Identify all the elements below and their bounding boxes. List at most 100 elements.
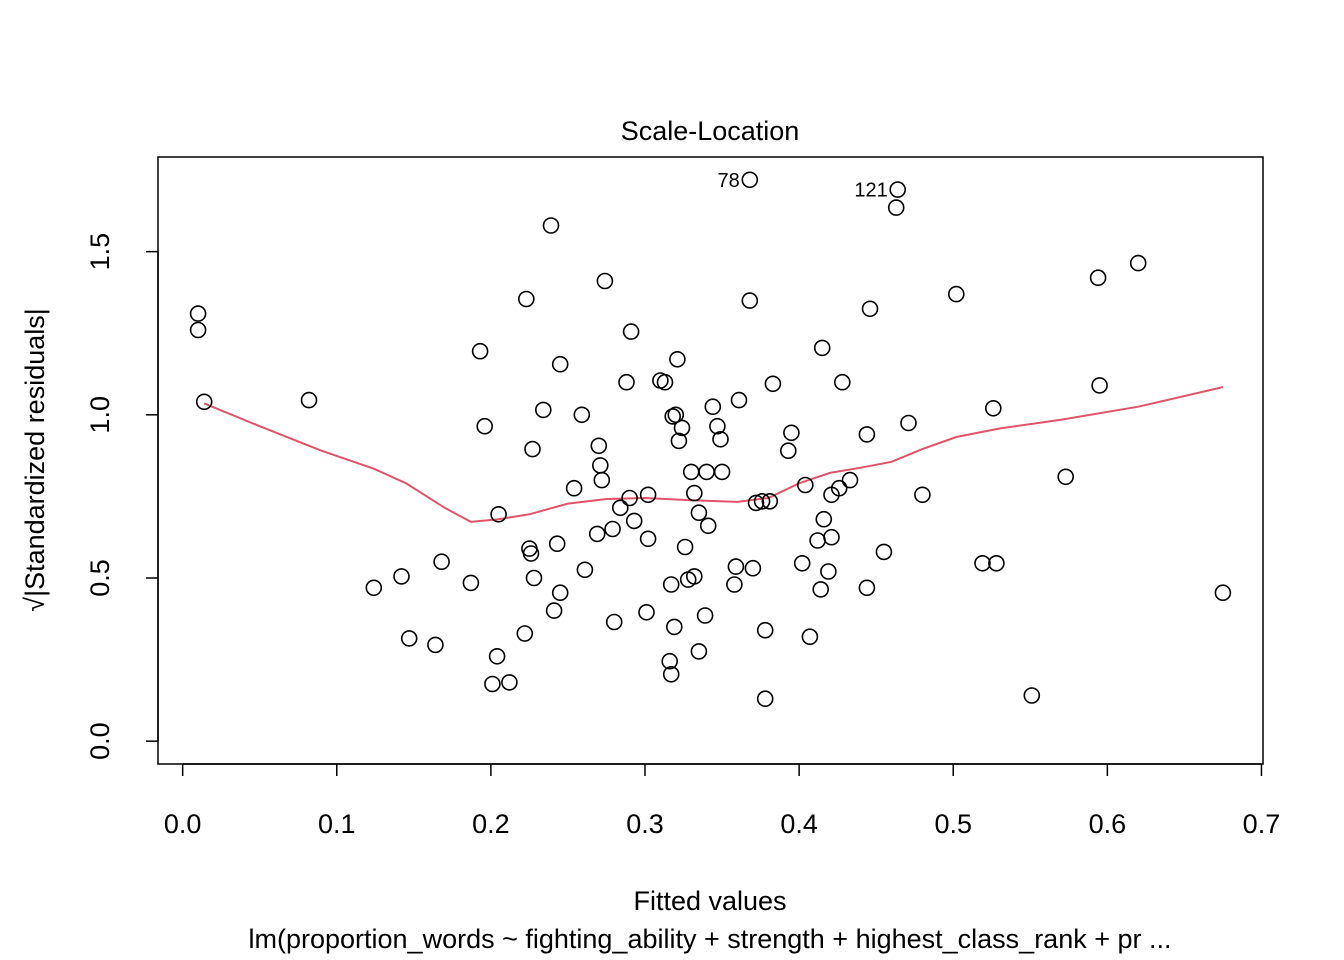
data-point	[501, 674, 518, 691]
data-point	[189, 321, 207, 339]
data-point	[427, 636, 444, 654]
data-point	[596, 272, 614, 290]
data-point	[565, 479, 583, 497]
data-point	[1129, 254, 1147, 272]
data-point	[887, 199, 905, 216]
data-point	[590, 437, 608, 455]
data-point	[548, 535, 566, 553]
data-point	[713, 463, 731, 481]
data-point	[593, 471, 611, 489]
data-point	[524, 440, 541, 458]
point-labels: 78 121	[718, 170, 888, 202]
data-point	[605, 613, 623, 631]
y-axis: 0.0 0.5 1.0 1.5	[85, 233, 159, 760]
data-point	[588, 525, 606, 543]
data-point	[611, 499, 629, 517]
data-point	[662, 665, 680, 683]
data-point	[662, 576, 680, 593]
data-point	[639, 486, 657, 504]
data-point	[476, 417, 494, 435]
data-point	[698, 463, 715, 481]
data-point	[545, 602, 563, 619]
data-point	[551, 584, 569, 602]
x-tick-label: 0.1	[318, 809, 356, 839]
data-point	[542, 217, 560, 234]
data-point	[591, 457, 609, 474]
y-tick-label: 1.5	[85, 233, 115, 271]
data-point	[761, 492, 779, 510]
data-point	[704, 398, 722, 416]
data-point	[813, 339, 831, 357]
data-point	[823, 528, 840, 546]
data-point	[300, 391, 318, 409]
data-point	[783, 424, 800, 442]
data-point	[833, 373, 851, 391]
data-point	[661, 652, 679, 670]
data-point	[793, 554, 811, 572]
data-point	[764, 375, 782, 393]
data-point	[673, 419, 691, 437]
data-point	[744, 559, 762, 577]
data-point	[900, 414, 917, 432]
data-point	[682, 463, 700, 481]
y-axis-label: √|Standardized residuals|	[20, 308, 50, 612]
y-tick-label: 0.0	[85, 722, 115, 760]
x-tick-label: 0.0	[164, 809, 202, 839]
data-point	[576, 561, 594, 579]
data-point	[490, 505, 507, 523]
data-point	[522, 545, 540, 562]
data-point	[484, 675, 501, 693]
data-point	[709, 417, 726, 435]
data-point	[747, 494, 765, 512]
plot-frame	[157, 156, 1264, 765]
data-point	[858, 426, 876, 443]
data-point	[756, 690, 774, 708]
data-point	[947, 285, 965, 303]
data-point	[685, 484, 703, 502]
data-point	[525, 569, 543, 587]
data-point	[488, 647, 506, 665]
data-point	[604, 520, 621, 538]
data-point	[974, 554, 991, 572]
data-point	[665, 618, 683, 636]
data-point	[664, 408, 682, 425]
data-point	[699, 517, 717, 535]
data-point	[1089, 269, 1107, 287]
x-axis: 0.0 0.1 0.2 0.3 0.4 0.5 0.6 0.7	[164, 763, 1280, 839]
data-point	[517, 290, 535, 308]
data-point	[667, 406, 685, 424]
data-point	[656, 373, 674, 391]
data-point	[858, 579, 876, 597]
data-point	[1057, 468, 1074, 486]
data-point	[625, 512, 643, 530]
point-id-label: 78	[718, 170, 740, 192]
smoother-line	[203, 386, 1224, 523]
data-point	[189, 305, 207, 322]
data-point	[534, 401, 552, 419]
x-tick-label: 0.3	[626, 809, 664, 839]
data-point	[622, 323, 640, 340]
smoother-line-group	[203, 386, 1224, 523]
data-point	[779, 442, 797, 460]
x-tick-label: 0.2	[472, 809, 510, 839]
data-point	[796, 476, 814, 494]
data-point	[621, 489, 638, 507]
x-axis-label: Fitted values	[633, 886, 786, 916]
data-point	[861, 300, 879, 318]
data-point	[690, 643, 708, 660]
data-point	[573, 406, 591, 424]
data-point	[400, 630, 418, 647]
data-point	[618, 373, 635, 391]
data-point	[730, 391, 748, 409]
data-point	[820, 563, 837, 580]
data-point	[639, 530, 657, 548]
data-point	[462, 574, 480, 592]
data-point	[984, 399, 1002, 417]
data-point	[676, 538, 694, 556]
data-point	[365, 579, 383, 597]
data-point	[726, 576, 743, 593]
data-points	[189, 171, 1232, 708]
chart-subtitle: lm(proportion_words ~ fighting_ability +…	[249, 924, 1172, 954]
data-point	[1214, 584, 1232, 602]
data-point	[741, 292, 759, 309]
